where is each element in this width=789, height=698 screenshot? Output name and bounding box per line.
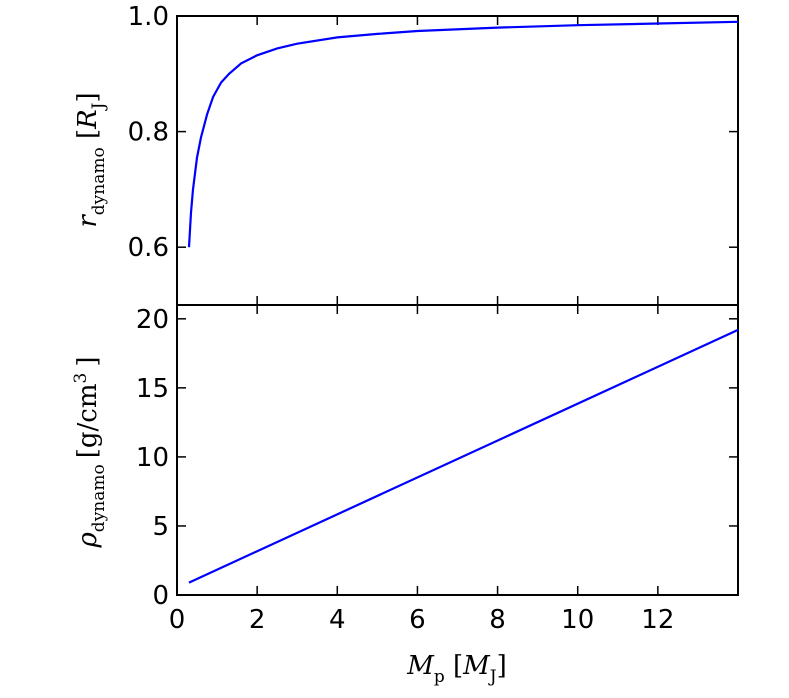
top-ylabel-unit-main: R (73, 109, 103, 130)
top-panel: 0.6 0.8 1.0 rdynamo [RJ] (73, 2, 739, 306)
top-series-line (187, 20, 739, 248)
xtick-label: 6 (409, 605, 426, 635)
ytick-label: 5 (152, 512, 169, 542)
bottom-ylabel-main: ρ (73, 531, 103, 548)
ytick-label: 15 (136, 374, 169, 404)
bottom-ylabel-unit-close: ] (73, 357, 103, 367)
ytick-label: 10 (136, 443, 169, 473)
xtick-label: 2 (249, 605, 266, 635)
xtick-label: 0 (169, 605, 186, 635)
bottom-xtick-labels: 0 2 4 6 8 10 12 (169, 605, 675, 635)
top-panel-frame (176, 15, 739, 306)
bottom-ylabel-sub: dynamo (89, 464, 109, 532)
ytick-label: 0 (152, 581, 169, 611)
bottom-ylabel: ρdynamo [g/cm3] (71, 357, 109, 549)
bottom-panel: 0 5 10 15 20 0 2 4 6 8 10 12 ρdynamo [g/cm3] Mp [MJ… (71, 304, 739, 687)
xtick-label: 12 (641, 605, 674, 635)
ytick-label: 0.8 (128, 118, 169, 148)
ytick-label: 1.0 (128, 2, 169, 32)
ytick-label: 0.6 (128, 233, 169, 263)
xtick-label: 8 (489, 605, 506, 635)
xlabel-unit-sub: J (488, 667, 497, 687)
xlabel-main: M (406, 651, 435, 681)
top-ticks (176, 15, 738, 305)
bottom-ylabel-unit: [g/cm (73, 383, 103, 458)
top-ylabel: rdynamo [RJ] (73, 92, 109, 227)
xtick-label: 4 (329, 605, 346, 635)
xlabel-sub: p (434, 667, 445, 687)
top-ytick-labels: 0.6 0.8 1.0 (128, 2, 169, 263)
ytick-label: 20 (136, 305, 169, 335)
top-ylabel-sub: dynamo (89, 147, 109, 215)
bottom-panel-frame (176, 304, 739, 596)
xlabel-unit-main: M (462, 651, 491, 681)
xlabel: Mp [MJ] (406, 651, 507, 687)
xtick-label: 10 (561, 605, 594, 635)
bottom-ylabel-unit-sup: 3 (71, 373, 91, 384)
bottom-ytick-labels: 0 5 10 15 20 (136, 305, 169, 611)
bottom-ticks (176, 305, 738, 596)
bottom-series-line (188, 328, 739, 584)
top-ylabel-unit-sub: J (89, 102, 109, 111)
top-ylabel-main: r (73, 214, 103, 228)
